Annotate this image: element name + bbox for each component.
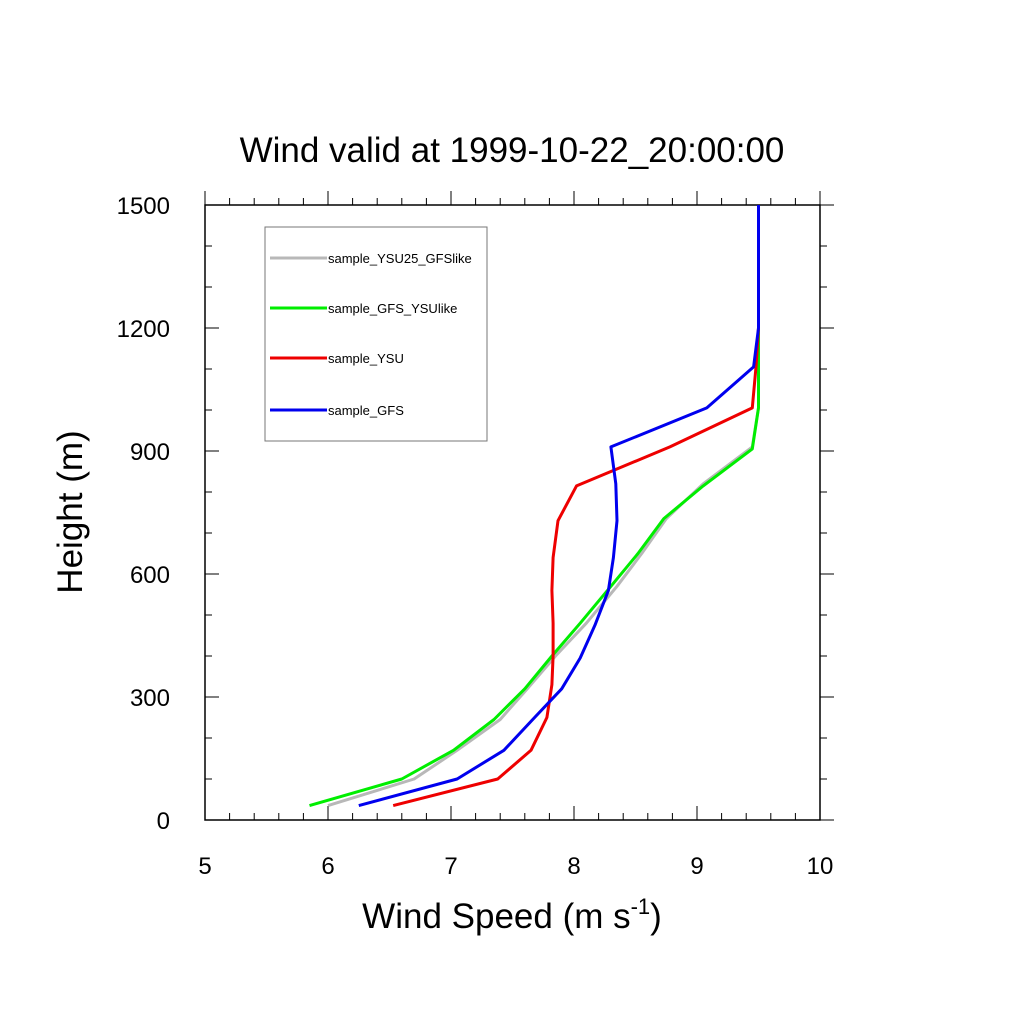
x-tick-label: 6 xyxy=(321,853,334,880)
legend-items: sample_YSU25_GFSlike sample_GFS_YSUlikesa… xyxy=(270,251,472,418)
y-axis-label: Height (m) xyxy=(51,430,90,593)
x-tick-labels: 5 6 7 8 9 10 xyxy=(198,853,833,880)
chart-title: Wind valid at 1999-10-22_20:00:00 xyxy=(240,131,785,170)
legend-label-sample_GFS_YSUlike: sample_GFS_YSUlike xyxy=(328,301,457,316)
legend-label-sample_YSU: sample_YSU xyxy=(328,351,404,366)
y-tick-label: 1500 xyxy=(117,193,170,220)
series-line-sample_GFS xyxy=(358,205,760,808)
x-tick-label: 9 xyxy=(690,853,703,880)
x-axis-label-sup: -1 xyxy=(631,894,651,919)
x-axis-label-main: Wind Speed (m s xyxy=(362,897,630,936)
legend-box xyxy=(264,226,488,442)
y-tick-label: 600 xyxy=(130,562,170,589)
series-line-sample_GFS_YSUlike xyxy=(309,205,760,808)
legend: sample_YSU25_GFSlike sample_GFS_YSUlikesa… xyxy=(264,226,488,442)
x-tick-label: 5 xyxy=(198,853,211,880)
legend-label-sample_GFS: sample_GFS xyxy=(328,403,404,418)
x-tick-label: 8 xyxy=(567,853,580,880)
x-tick-label: 10 xyxy=(807,853,834,880)
y-tick-label: 900 xyxy=(130,439,170,466)
legend-label-sample_YSU25_GFSlike: sample_YSU25_GFSlike xyxy=(328,251,472,266)
y-tick-label: 300 xyxy=(130,685,170,712)
y-tick-label: 1200 xyxy=(117,316,170,343)
series-layer xyxy=(309,205,760,808)
x-axis-label: Wind Speed (m s-1) xyxy=(362,894,662,936)
ticks-layer xyxy=(204,191,834,821)
x-axis-label-end: ) xyxy=(650,897,662,936)
series-line-sample_YSU xyxy=(392,205,760,808)
x-tick-label: 7 xyxy=(444,853,457,880)
y-tick-labels: 0 300 600 900 1200 1500 xyxy=(117,193,170,835)
plot-frame xyxy=(204,204,821,821)
y-tick-label: 0 xyxy=(157,808,170,835)
